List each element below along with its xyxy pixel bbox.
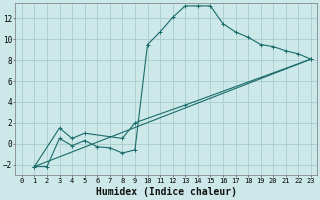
- X-axis label: Humidex (Indice chaleur): Humidex (Indice chaleur): [96, 187, 237, 197]
